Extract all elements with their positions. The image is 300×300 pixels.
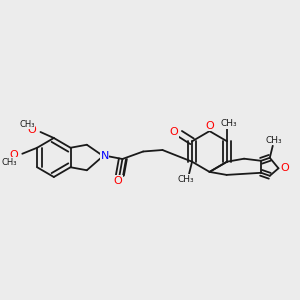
Text: N: N	[100, 151, 109, 161]
Text: CH₃: CH₃	[266, 136, 283, 145]
Text: CH₃: CH₃	[1, 158, 17, 167]
Text: CH₃: CH₃	[178, 175, 194, 184]
Text: O: O	[205, 121, 214, 131]
Text: O: O	[280, 163, 290, 173]
Text: CH₃: CH₃	[220, 119, 237, 128]
Text: O: O	[27, 125, 36, 136]
Text: O: O	[114, 176, 122, 186]
Text: O: O	[9, 150, 18, 160]
Text: O: O	[169, 127, 178, 137]
Text: CH₃: CH₃	[20, 120, 35, 129]
